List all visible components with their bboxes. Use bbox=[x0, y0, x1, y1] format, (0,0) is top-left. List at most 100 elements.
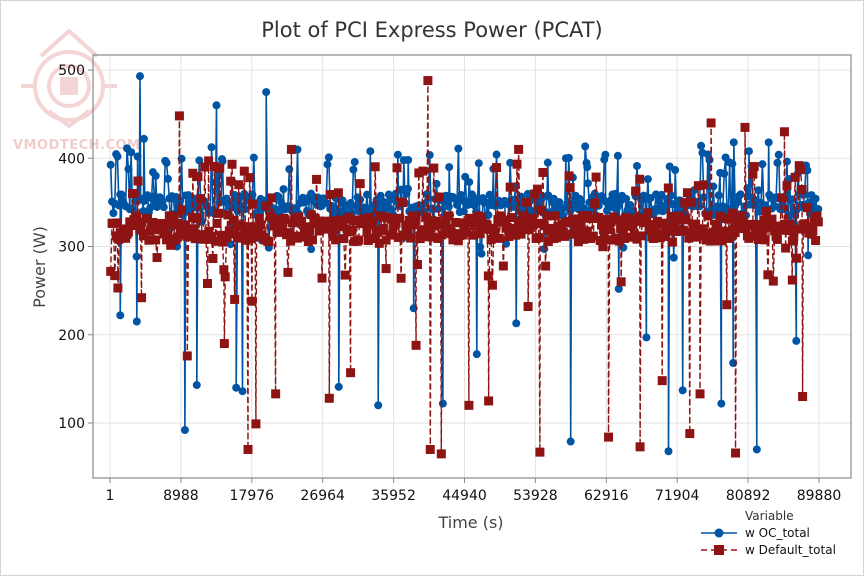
oc-data-point bbox=[128, 204, 137, 213]
default-notable-point bbox=[787, 275, 797, 285]
default-notable-point bbox=[346, 368, 356, 378]
oc-data-point bbox=[669, 253, 678, 262]
x-axis: 1 8988 17976 26964 35952 44940 53928 62916 71904… bbox=[106, 478, 841, 504]
series-layer bbox=[106, 72, 823, 459]
oc-data-point bbox=[163, 174, 172, 183]
default-data-point bbox=[385, 230, 395, 240]
default-data-point bbox=[374, 238, 384, 248]
x-tick-label: 62916 bbox=[584, 488, 629, 504]
oc-data-point bbox=[773, 158, 782, 167]
default-notable-point bbox=[182, 351, 192, 361]
oc-notable-point bbox=[135, 72, 144, 81]
default-notable-point bbox=[464, 400, 474, 410]
default-data-point bbox=[307, 235, 317, 245]
x-tick-label: 44940 bbox=[442, 488, 487, 504]
default-data-point bbox=[208, 254, 218, 264]
default-data-point bbox=[127, 188, 137, 198]
default-data-point bbox=[662, 222, 672, 232]
default-data-point bbox=[569, 219, 579, 229]
default-notable-point bbox=[219, 339, 229, 349]
oc-data-point bbox=[454, 144, 463, 153]
default-data-point bbox=[602, 235, 612, 245]
default-data-point bbox=[242, 227, 252, 237]
default-data-point bbox=[768, 276, 778, 286]
y-tick-label: 400 bbox=[58, 151, 85, 167]
default-data-point bbox=[636, 231, 646, 241]
default-data-point bbox=[172, 232, 182, 242]
oc-data-point bbox=[218, 157, 227, 166]
default-notable-point bbox=[779, 127, 789, 137]
oc-data-point bbox=[176, 196, 185, 205]
oc-data-point bbox=[397, 185, 406, 194]
x-tick-label: 8988 bbox=[163, 488, 199, 504]
default-data-point bbox=[591, 172, 601, 182]
default-data-point bbox=[813, 217, 823, 227]
default-data-point bbox=[152, 253, 162, 263]
default-data-point bbox=[760, 235, 770, 245]
default-data-point bbox=[193, 172, 203, 182]
default-data-point bbox=[648, 233, 658, 243]
default-data-point bbox=[418, 166, 428, 176]
legend-title: Variable bbox=[745, 509, 794, 523]
default-data-point bbox=[378, 223, 388, 233]
oc-data-point bbox=[803, 166, 812, 175]
default-notable-point bbox=[137, 293, 147, 303]
default-data-point bbox=[280, 215, 290, 225]
watermark: VMODTECH.COM bbox=[13, 28, 140, 153]
oc-notable-point bbox=[764, 138, 773, 147]
default-data-point bbox=[365, 212, 375, 222]
oc-notable-point bbox=[307, 245, 316, 254]
default-data-point bbox=[617, 222, 627, 232]
default-data-point bbox=[331, 235, 341, 245]
default-notable-point bbox=[535, 447, 545, 457]
default-data-point bbox=[132, 212, 142, 222]
default-notable-point bbox=[706, 118, 716, 128]
default-data-point bbox=[192, 214, 202, 224]
default-data-point bbox=[362, 227, 372, 237]
oc-data-point bbox=[465, 178, 474, 187]
oc-notable-point bbox=[132, 317, 141, 326]
default-data-point bbox=[502, 223, 512, 233]
default-data-point bbox=[222, 233, 232, 243]
default-data-point bbox=[579, 234, 589, 244]
default-data-point bbox=[777, 193, 787, 203]
x-tick-label: 26964 bbox=[300, 488, 345, 504]
x-tick-label: 1 bbox=[106, 488, 115, 504]
default-data-point bbox=[247, 199, 257, 209]
default-data-point bbox=[174, 218, 184, 228]
default-data-point bbox=[329, 224, 339, 234]
default-data-point bbox=[327, 216, 337, 226]
default-data-point bbox=[605, 225, 615, 235]
oc-notable-point bbox=[543, 158, 552, 167]
default-data-point bbox=[340, 270, 350, 280]
default-data-point bbox=[512, 159, 522, 169]
default-data-point bbox=[538, 167, 548, 177]
default-data-point bbox=[317, 273, 327, 283]
default-data-point bbox=[614, 236, 624, 246]
default-notable-point bbox=[188, 168, 198, 178]
default-data-point bbox=[144, 235, 154, 245]
oc-data-point bbox=[146, 203, 155, 212]
default-data-point bbox=[537, 205, 547, 215]
default-data-point bbox=[624, 214, 634, 224]
default-data-point bbox=[151, 235, 161, 245]
oc-data-point bbox=[733, 197, 742, 206]
oc-data-point bbox=[113, 152, 122, 161]
default-data-point bbox=[763, 270, 773, 280]
default-data-point bbox=[427, 232, 437, 242]
default-data-point bbox=[693, 181, 703, 191]
oc-data-point bbox=[109, 209, 118, 218]
oc-notable-point bbox=[512, 319, 521, 328]
default-data-point bbox=[723, 214, 733, 224]
oc-notable-point bbox=[445, 163, 454, 172]
default-data-point bbox=[727, 208, 737, 218]
oc-notable-point bbox=[139, 134, 148, 143]
default-data-point bbox=[767, 214, 777, 224]
oc-data-point bbox=[811, 194, 820, 203]
default-data-point bbox=[219, 265, 229, 275]
default-data-point bbox=[676, 215, 686, 225]
oc-notable-point bbox=[334, 382, 343, 391]
default-data-point bbox=[719, 226, 729, 236]
oc-data-point bbox=[577, 197, 586, 206]
default-data-point bbox=[588, 231, 598, 241]
